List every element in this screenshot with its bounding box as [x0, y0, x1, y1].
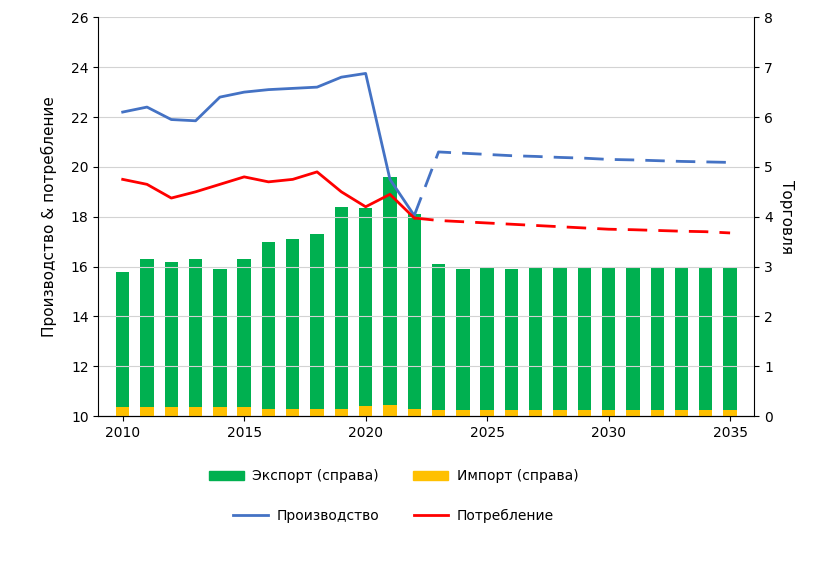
- Bar: [577, 266, 590, 416]
- Bar: [188, 259, 202, 416]
- Bar: [359, 208, 372, 416]
- Bar: [261, 409, 275, 416]
- Bar: [553, 410, 566, 416]
- Bar: [310, 409, 324, 416]
- Bar: [601, 410, 614, 416]
- Bar: [286, 239, 299, 416]
- Bar: [699, 266, 712, 416]
- Y-axis label: Торговля: Торговля: [778, 180, 793, 254]
- Bar: [674, 268, 687, 416]
- Bar: [432, 264, 445, 416]
- Bar: [238, 407, 251, 416]
- Y-axis label: Производство & потребление: Производство & потребление: [41, 97, 57, 337]
- Bar: [649, 410, 663, 416]
- Bar: [115, 407, 129, 416]
- Bar: [455, 269, 469, 416]
- Bar: [213, 269, 226, 416]
- Bar: [407, 409, 420, 416]
- Bar: [455, 410, 469, 416]
- Bar: [286, 409, 299, 416]
- Bar: [188, 407, 202, 416]
- Bar: [480, 410, 493, 416]
- Bar: [626, 266, 639, 416]
- Bar: [626, 410, 639, 416]
- Legend: Производство, Потребление: Производство, Потребление: [228, 503, 559, 529]
- Bar: [407, 214, 420, 416]
- Bar: [674, 410, 687, 416]
- Bar: [505, 269, 518, 416]
- Bar: [553, 266, 566, 416]
- Bar: [601, 268, 614, 416]
- Bar: [359, 406, 372, 416]
- Bar: [238, 259, 251, 416]
- Bar: [115, 272, 129, 416]
- Bar: [722, 266, 736, 416]
- Bar: [140, 407, 153, 416]
- Bar: [213, 407, 226, 416]
- Bar: [382, 405, 396, 416]
- Bar: [334, 409, 347, 416]
- Bar: [432, 410, 445, 416]
- Bar: [722, 410, 736, 416]
- Bar: [699, 410, 712, 416]
- Bar: [649, 266, 663, 416]
- Bar: [165, 262, 178, 416]
- Bar: [140, 259, 153, 416]
- Bar: [382, 177, 396, 416]
- Bar: [165, 407, 178, 416]
- Bar: [528, 268, 541, 416]
- Bar: [334, 207, 347, 416]
- Bar: [480, 266, 493, 416]
- Bar: [310, 234, 324, 416]
- Bar: [261, 242, 275, 416]
- Bar: [577, 410, 590, 416]
- Bar: [528, 410, 541, 416]
- Bar: [505, 410, 518, 416]
